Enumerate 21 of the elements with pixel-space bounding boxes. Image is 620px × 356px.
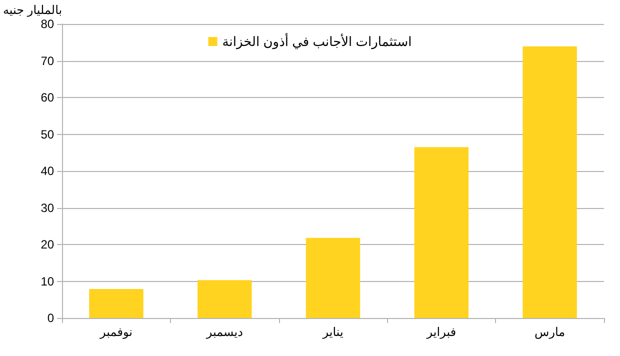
x-tick-label: نوفمبر <box>99 325 132 339</box>
x-tick-label: فبراير <box>426 325 456 339</box>
y-tick-label: 0 <box>47 311 54 325</box>
y-tick-label: 20 <box>40 238 54 252</box>
y-tick-label: 10 <box>40 274 54 288</box>
bar <box>414 147 469 318</box>
y-tick-label: 50 <box>40 127 54 142</box>
bar <box>306 238 360 318</box>
bar <box>522 46 577 318</box>
y-tick-label: 30 <box>40 200 54 215</box>
x-tick-label: ديسمبر <box>205 325 243 339</box>
bar <box>198 280 252 318</box>
y-tick-label: 70 <box>40 54 54 68</box>
x-tick-label: مارس <box>534 325 566 339</box>
bar <box>89 288 144 318</box>
x-tick-label: يناير <box>322 325 344 339</box>
y-tick-label: 80 <box>40 17 54 31</box>
legend-label: استثمارات الأجانب في أذون الخزانة <box>222 33 412 50</box>
y-tick-label: 40 <box>40 164 54 178</box>
y-axis-title: بالمليار جنيه <box>3 3 62 17</box>
y-tick-label: 60 <box>40 90 54 104</box>
